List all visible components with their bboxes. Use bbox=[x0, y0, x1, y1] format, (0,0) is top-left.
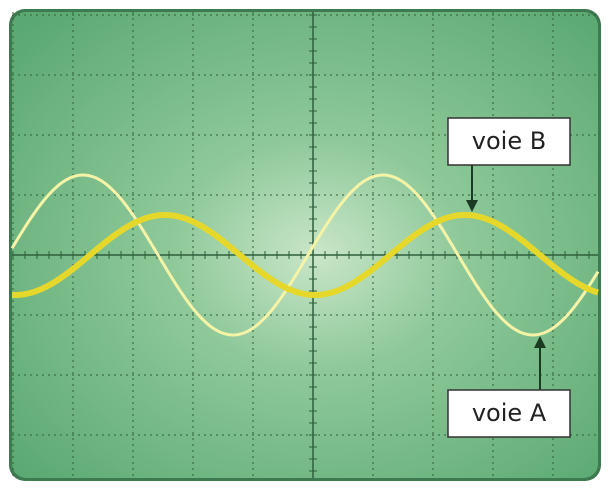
grid bbox=[12, 12, 598, 478]
channel-b-wave bbox=[11, 212, 599, 298]
channel-a-wave bbox=[10, 173, 600, 337]
arrow-a-head bbox=[534, 336, 546, 348]
label-b: voie B bbox=[472, 127, 546, 155]
label-box-b bbox=[447, 117, 571, 166]
arrow-b-head bbox=[466, 200, 478, 212]
label-box-a bbox=[447, 389, 571, 438]
label-a: voie A bbox=[472, 399, 547, 427]
